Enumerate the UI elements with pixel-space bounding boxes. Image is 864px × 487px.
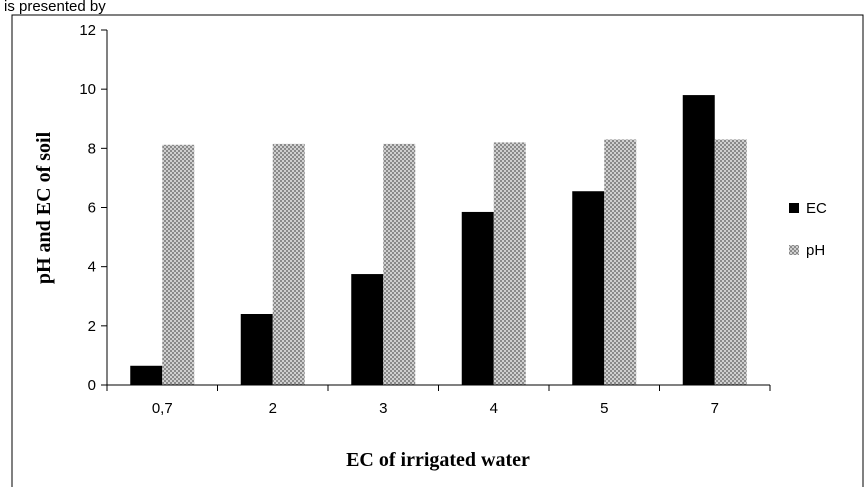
bar-ec-5 bbox=[572, 191, 605, 385]
y-tick-label: 10 bbox=[79, 81, 96, 98]
x-tick-label: 5 bbox=[600, 400, 608, 417]
y-axis-ticks: 0 2 4 6 8 10 12 bbox=[79, 22, 107, 394]
y-tick-label: 6 bbox=[88, 200, 96, 217]
y-tick-label: 12 bbox=[79, 22, 96, 39]
bar-ph-0-7 bbox=[162, 144, 195, 385]
bar-ec-2 bbox=[240, 314, 273, 385]
y-tick-label: 0 bbox=[88, 377, 96, 394]
y-tick-label: 2 bbox=[88, 318, 96, 335]
y-tick-label: 8 bbox=[88, 140, 96, 157]
bars bbox=[130, 95, 747, 385]
bar-ec-7 bbox=[682, 95, 715, 385]
header-text: is presented by bbox=[4, 0, 106, 15]
chart-border bbox=[11, 14, 864, 487]
bar-ec-3 bbox=[351, 274, 384, 385]
bar-ph-7 bbox=[714, 139, 747, 385]
legend-swatch-ec bbox=[789, 203, 799, 213]
x-tick-label: 4 bbox=[490, 400, 498, 417]
legend-label-ec: EC bbox=[806, 200, 827, 217]
x-tick-label: 7 bbox=[711, 400, 719, 417]
y-axis-title: pH and EC of soil bbox=[33, 131, 55, 284]
bar-ph-3 bbox=[383, 143, 416, 385]
bar-ph-4 bbox=[493, 142, 526, 385]
bar-ec-0-7 bbox=[130, 365, 163, 385]
x-axis-title: EC of irrigated water bbox=[346, 449, 530, 471]
legend-swatch-ph bbox=[789, 245, 799, 255]
x-axis-labels: 0,7 2 3 4 5 7 bbox=[106, 385, 771, 417]
y-tick-label: 4 bbox=[88, 259, 96, 276]
x-tick-label: 3 bbox=[379, 400, 387, 417]
legend: EC pH bbox=[789, 200, 827, 259]
bar-ph-2 bbox=[272, 143, 305, 385]
legend-label-ph: pH bbox=[806, 242, 825, 259]
x-tick-label: 0,7 bbox=[152, 400, 173, 417]
bar-ec-4 bbox=[461, 211, 494, 385]
bar-ph-5 bbox=[604, 139, 637, 385]
x-tick-label: 2 bbox=[269, 400, 277, 417]
